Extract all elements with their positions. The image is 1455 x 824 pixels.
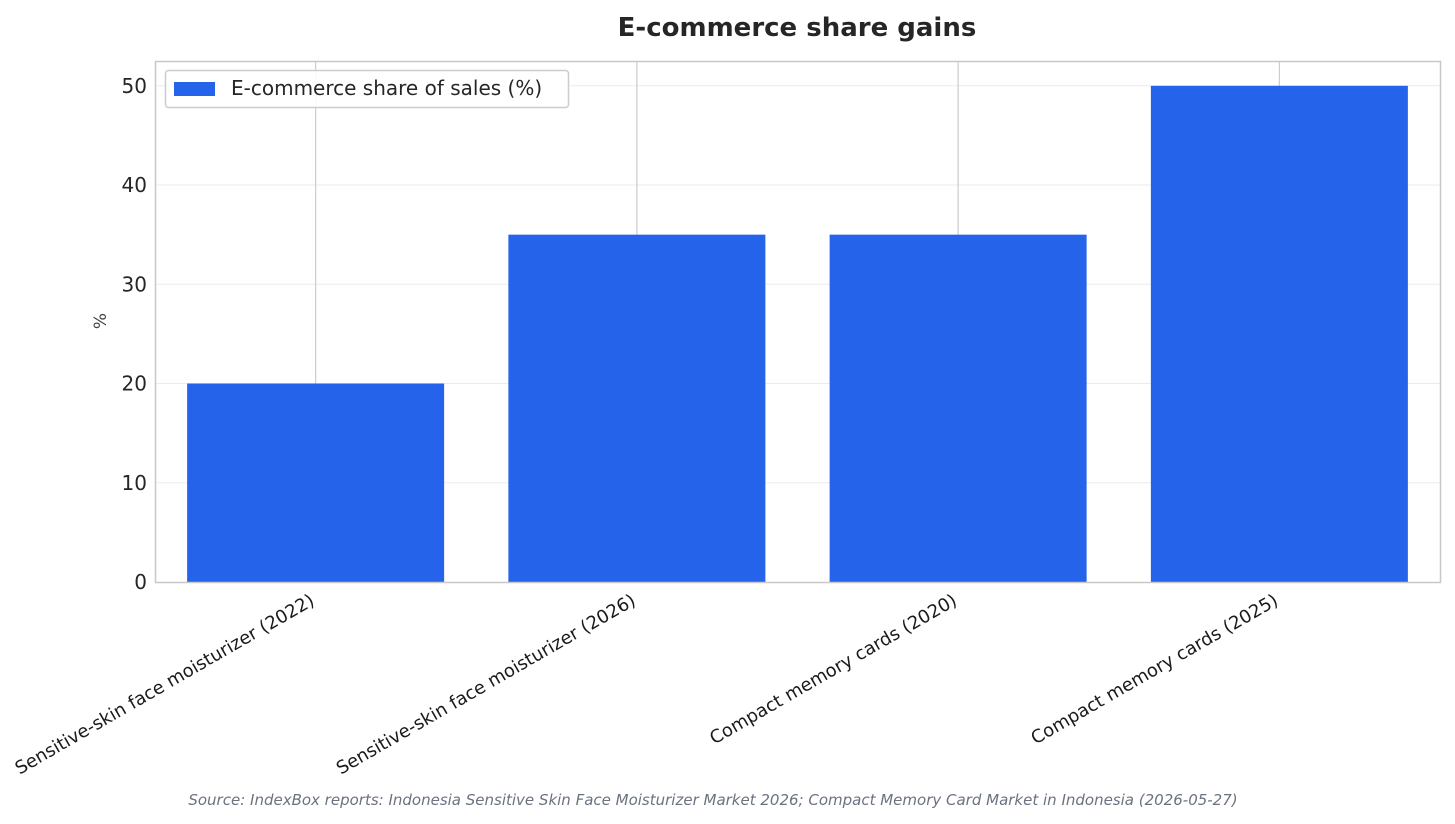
chart-title: E-commerce share gains (618, 13, 977, 43)
legend-box (164, 69, 570, 109)
legend: E-commerce share of sales (%) (164, 69, 570, 109)
legend-swatch (174, 82, 215, 96)
x-tick-label: Compact memory cards (2020) (706, 590, 960, 749)
y-tick-label: 20 (122, 372, 147, 396)
y-tick-label: 50 (122, 74, 147, 98)
x-tick-label: Sensitive-skin face moisturizer (2022) (12, 590, 319, 779)
source-note: Source: IndexBox reports: Indonesia Sens… (188, 791, 1237, 809)
x-axis-ticks: Sensitive-skin face moisturizer (2022) Se… (12, 590, 1282, 779)
bar (1150, 85, 1408, 583)
y-tick-label: 30 (122, 272, 147, 296)
x-tick-label: Sensitive-skin face moisturizer (2026) (333, 590, 640, 779)
bars (187, 85, 1408, 583)
y-tick-label: 10 (122, 471, 147, 495)
legend-label: E-commerce share of sales (%) (231, 76, 542, 100)
y-tick-label: 0 (134, 570, 147, 594)
bar (187, 383, 445, 582)
y-tick-label: 40 (122, 173, 147, 197)
y-axis-label: % (91, 313, 111, 329)
plot-frame (154, 60, 1442, 584)
bar (829, 234, 1087, 582)
y-axis-ticks: 0 10 20 30 40 50 (122, 74, 147, 594)
bar (508, 234, 766, 582)
x-tick-label: Compact memory cards (2025) (1028, 590, 1282, 749)
